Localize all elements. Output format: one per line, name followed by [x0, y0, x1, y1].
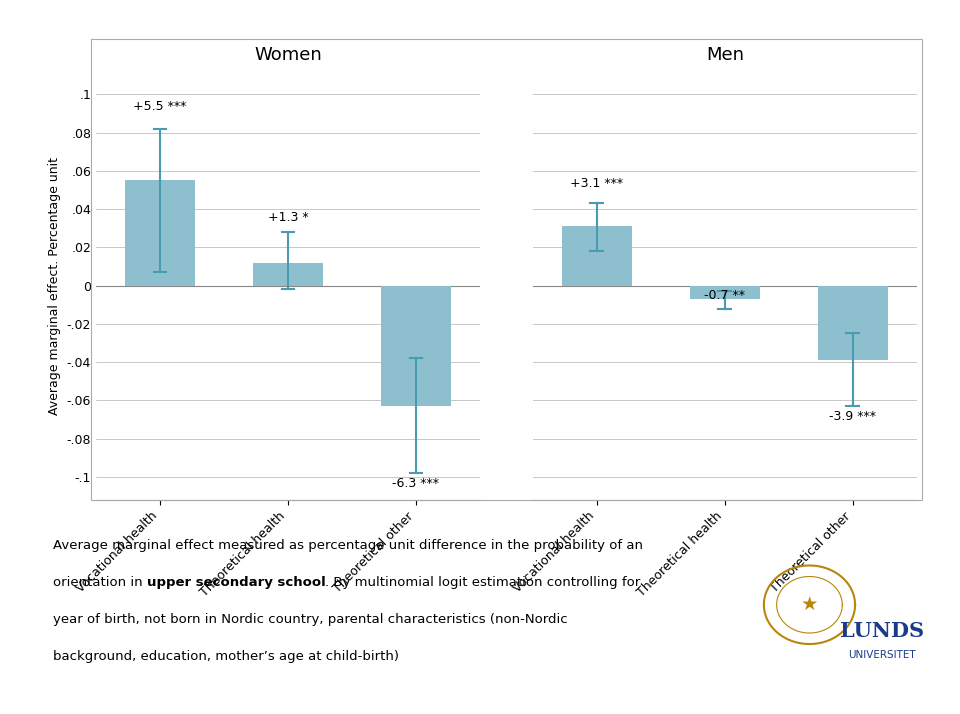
Bar: [125, 181, 195, 286]
Text: -6.3 ***: -6.3 ***: [393, 477, 440, 490]
Text: LUNDS: LUNDS: [840, 621, 924, 641]
Bar: [252, 263, 324, 286]
Text: orientation in: orientation in: [53, 576, 147, 589]
Text: Average marginal effect measured as percentage unit difference in the probabilit: Average marginal effect measured as perc…: [53, 539, 643, 552]
Text: +1.3 *: +1.3 *: [268, 211, 308, 224]
Bar: [562, 226, 632, 286]
Y-axis label: Average marginal effect. Percentage unit: Average marginal effect. Percentage unit: [48, 156, 61, 415]
Text: +3.1 ***: +3.1 ***: [570, 177, 623, 190]
Text: +5.5 ***: +5.5 ***: [133, 101, 186, 114]
Text: background, education, mother’s age at child-birth): background, education, mother’s age at c…: [53, 650, 398, 663]
Text: upper secondary school: upper secondary school: [147, 576, 325, 589]
Text: Men: Men: [706, 46, 744, 64]
Bar: [818, 286, 888, 360]
Text: -0.7 **: -0.7 **: [705, 289, 745, 303]
Text: ★: ★: [801, 595, 818, 614]
Bar: [689, 286, 760, 299]
Text: year of birth, not born in Nordic country, parental characteristics (non-Nordic: year of birth, not born in Nordic countr…: [53, 613, 567, 626]
Text: . By multinomial logit estimation controlling for: . By multinomial logit estimation contro…: [325, 576, 640, 589]
Bar: [381, 286, 451, 406]
Text: Women: Women: [254, 46, 322, 64]
Text: UNIVERSITET: UNIVERSITET: [849, 650, 916, 660]
Text: -3.9 ***: -3.9 ***: [829, 410, 876, 423]
